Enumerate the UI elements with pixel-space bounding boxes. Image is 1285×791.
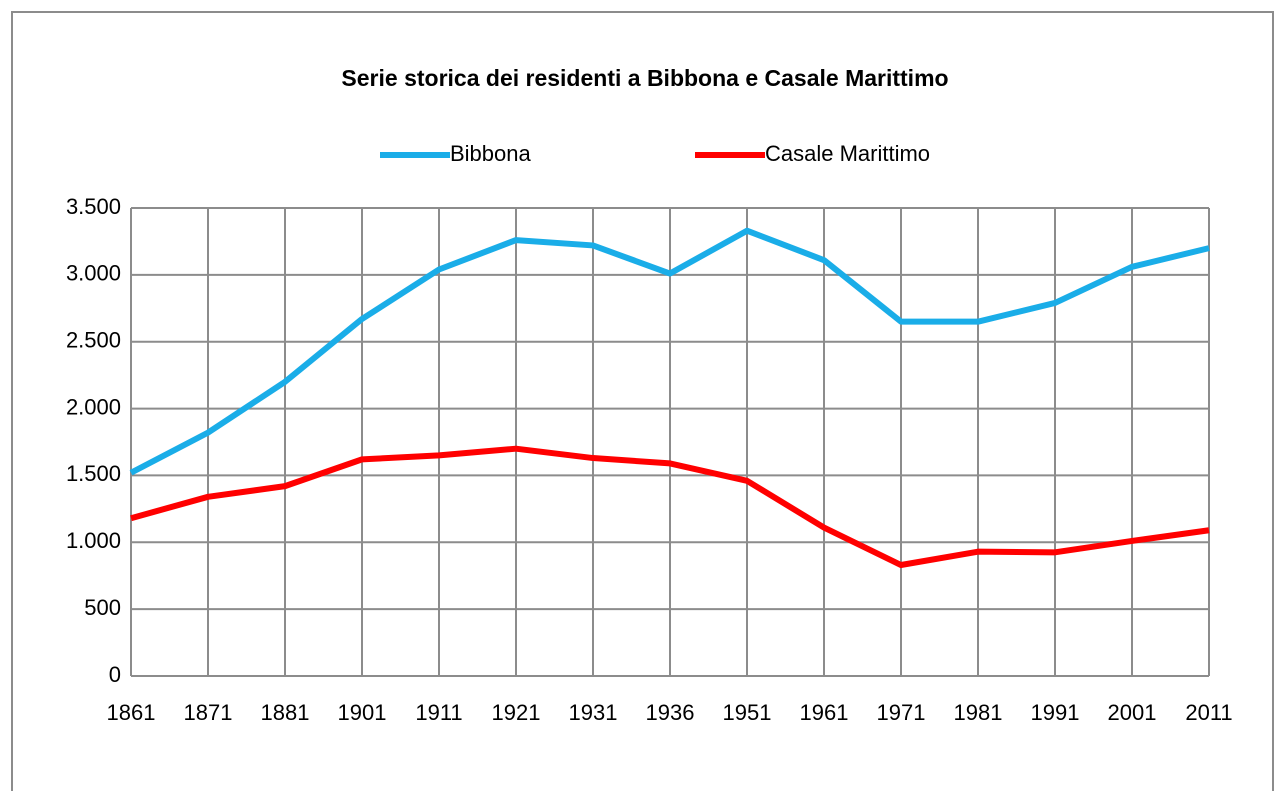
- x-tick-label: 1961: [800, 700, 849, 725]
- x-tick-label: 1861: [107, 700, 156, 725]
- chart-title: Serie storica dei residenti a Bibbona e …: [341, 65, 948, 91]
- y-tick-label: 3.500: [66, 194, 121, 219]
- y-tick-label: 1.500: [66, 461, 121, 486]
- y-tick-label: 1.000: [66, 528, 121, 553]
- chart-frame: [11, 11, 1274, 791]
- x-tick-label: 1971: [877, 700, 926, 725]
- y-tick-label: 0: [109, 662, 121, 687]
- y-tick-label: 3.000: [66, 261, 121, 286]
- x-tick-label: 1911: [415, 700, 462, 725]
- x-tick-label: 1931: [569, 700, 618, 725]
- series-line: [130, 445, 1210, 569]
- legend-label: Casale Marittimo: [765, 141, 930, 166]
- x-tick-label: 1901: [338, 700, 387, 725]
- series-line: [129, 227, 1210, 476]
- x-tick-label: 2011: [1185, 700, 1232, 725]
- x-tick-label: 2001: [1108, 700, 1157, 725]
- x-tick-label: 1981: [954, 700, 1003, 725]
- y-tick-label: 2.500: [66, 328, 121, 353]
- legend-label: Bibbona: [450, 141, 532, 166]
- x-tick-label: 1991: [1031, 700, 1080, 725]
- y-tick-label: 2.000: [66, 394, 121, 419]
- x-tick-label: 1951: [723, 700, 772, 725]
- x-tick-label: 1881: [261, 700, 310, 725]
- x-tick-label: 1936: [646, 700, 695, 725]
- x-tick-label: 1871: [184, 700, 233, 725]
- x-tick-label: 1921: [492, 700, 541, 725]
- y-tick-label: 500: [84, 595, 121, 620]
